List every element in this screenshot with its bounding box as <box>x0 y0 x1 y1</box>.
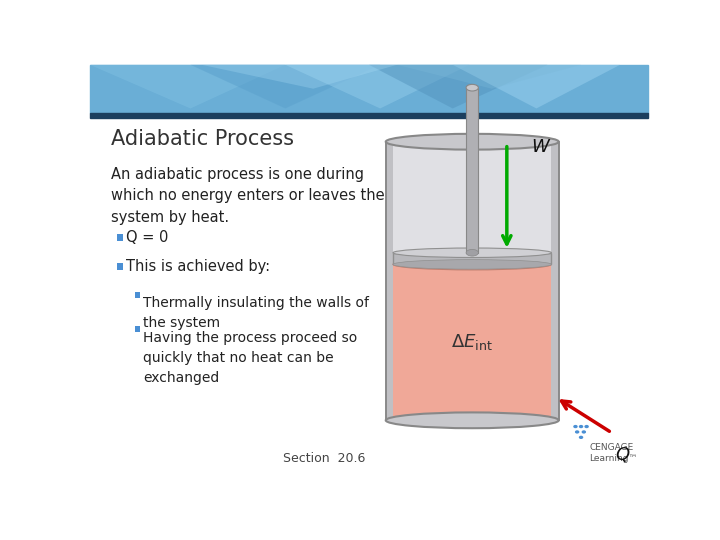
Text: $Q$: $Q$ <box>615 446 630 464</box>
Bar <box>90 113 648 118</box>
Circle shape <box>575 430 580 434</box>
Polygon shape <box>190 65 380 109</box>
Ellipse shape <box>386 134 559 150</box>
Bar <box>386 141 559 420</box>
Ellipse shape <box>393 248 552 258</box>
Text: This is achieved by:: This is achieved by: <box>126 259 271 274</box>
Bar <box>90 65 648 113</box>
Polygon shape <box>397 65 581 89</box>
Polygon shape <box>369 65 547 109</box>
Text: Adiabatic Process: Adiabatic Process <box>111 129 294 149</box>
Circle shape <box>585 425 589 428</box>
Bar <box>393 141 552 253</box>
Bar <box>466 87 478 253</box>
Bar <box>135 326 140 332</box>
Text: Thermally insulating the walls of
the system: Thermally insulating the walls of the sy… <box>143 296 369 330</box>
Polygon shape <box>90 65 285 109</box>
Bar <box>393 141 552 420</box>
Ellipse shape <box>393 415 552 426</box>
Text: CENGAGE
Learning™: CENGAGE Learning™ <box>590 443 638 463</box>
Text: An adiabatic process is one during
which no energy enters or leaves the
system b: An adiabatic process is one during which… <box>111 167 384 225</box>
Circle shape <box>579 436 583 439</box>
Text: Section  20.6: Section 20.6 <box>283 452 366 465</box>
Text: Having the process proceed so
quickly that no heat can be
exchanged: Having the process proceed so quickly th… <box>143 331 357 385</box>
Bar <box>135 292 140 298</box>
Ellipse shape <box>466 249 478 256</box>
Circle shape <box>573 425 577 428</box>
Polygon shape <box>285 65 469 109</box>
Bar <box>117 263 124 270</box>
Ellipse shape <box>386 413 559 428</box>
Text: $\Delta E_{\mathrm{int}}$: $\Delta E_{\mathrm{int}}$ <box>451 332 493 352</box>
Polygon shape <box>453 65 620 109</box>
Ellipse shape <box>393 259 552 270</box>
Polygon shape <box>202 65 397 89</box>
Circle shape <box>582 430 586 434</box>
Bar <box>117 234 124 241</box>
Ellipse shape <box>466 84 478 91</box>
Circle shape <box>579 425 583 428</box>
Text: Q = 0: Q = 0 <box>126 230 168 245</box>
Ellipse shape <box>393 260 552 269</box>
Bar <box>393 253 552 265</box>
Text: $W$: $W$ <box>531 138 552 156</box>
Bar <box>393 265 552 420</box>
